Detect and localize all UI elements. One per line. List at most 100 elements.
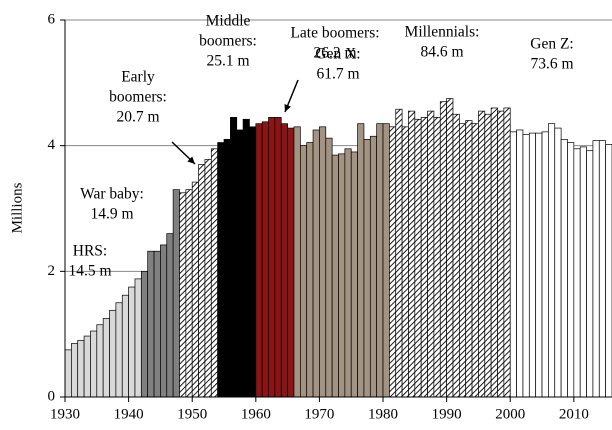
bar [567, 142, 575, 398]
bar [198, 164, 206, 398]
bar [90, 330, 98, 398]
x-tick-label: 1940 [114, 406, 144, 422]
bar [268, 117, 276, 398]
bar [389, 126, 397, 398]
generation-label: HRS: [73, 243, 107, 260]
bar [64, 349, 72, 398]
bar [560, 139, 568, 398]
bar [306, 142, 314, 398]
bar [325, 137, 333, 398]
bar [319, 126, 327, 398]
bar [503, 107, 511, 398]
x-tick-label: 1960 [241, 406, 271, 422]
bar [134, 278, 142, 398]
y-tick-label: 4 [48, 137, 56, 153]
bar [497, 110, 505, 398]
bar [121, 294, 129, 398]
generation-label: Gen X: [315, 46, 360, 63]
generation-label: 73.6 m [530, 56, 573, 73]
bar [401, 126, 409, 398]
x-tick-label: 1990 [432, 406, 462, 422]
generation-label: War baby: [80, 186, 144, 203]
bar [338, 153, 346, 398]
bar [579, 146, 587, 398]
bar [414, 118, 422, 398]
bar [109, 309, 117, 398]
bar [490, 107, 498, 398]
x-tick-label: 2010 [559, 406, 589, 422]
bar [191, 181, 199, 398]
bar [312, 129, 320, 398]
bar [522, 134, 530, 398]
y-tick-label: 6 [48, 11, 56, 27]
bar [363, 139, 371, 398]
bar [77, 340, 85, 398]
bar [102, 318, 110, 398]
bar [382, 123, 390, 398]
bar [140, 270, 149, 398]
bar [115, 302, 123, 398]
bar [166, 233, 174, 398]
bar [249, 126, 257, 398]
bar [261, 121, 269, 398]
generation-label: Millennials: [405, 24, 480, 41]
bar [509, 131, 517, 398]
bar [605, 144, 612, 398]
x-tick-label: 1950 [177, 406, 207, 422]
bar [446, 98, 454, 398]
bar [541, 131, 549, 398]
bar [408, 110, 416, 398]
bar [172, 189, 180, 398]
bar [458, 123, 467, 398]
bar [210, 148, 219, 398]
bar [217, 142, 225, 398]
generation-label: 14.5 m [68, 263, 111, 280]
generation-label: 20.7 m [116, 109, 159, 126]
bar [71, 343, 79, 398]
generation-label: 61.7 m [316, 66, 359, 83]
bar [293, 126, 301, 398]
x-tick-label: 1980 [368, 406, 398, 422]
bar [299, 145, 308, 398]
bar [598, 140, 606, 398]
bar [471, 123, 479, 398]
bar [236, 129, 244, 398]
bar [147, 250, 155, 398]
bar [350, 151, 358, 398]
bar [357, 123, 365, 398]
bar [433, 117, 441, 398]
bar [439, 101, 447, 398]
generation-label: 14.9 m [90, 206, 133, 223]
bar [586, 150, 594, 398]
bar [535, 132, 543, 398]
bar [255, 123, 263, 398]
generation-label: Late boomers: [290, 25, 379, 42]
arrow-head [187, 156, 195, 164]
bar [369, 135, 378, 398]
bar [128, 286, 136, 398]
bar [427, 110, 435, 398]
bar [452, 113, 460, 398]
generation-label: Early [121, 69, 155, 86]
y-tick-label: 2 [48, 263, 56, 279]
bar [153, 250, 161, 398]
bar [204, 159, 212, 398]
bar [331, 154, 339, 398]
arrow-head [284, 104, 291, 112]
generation-label: 26.2 m [313, 45, 356, 62]
bar [554, 127, 562, 398]
bar [230, 117, 238, 398]
bar [573, 148, 581, 398]
generation-label: Middle [206, 13, 251, 30]
x-tick-label: 1930 [50, 406, 80, 422]
x-tick-label: 1970 [304, 406, 334, 422]
bar [242, 118, 250, 398]
bar [185, 189, 193, 398]
bar [528, 132, 537, 398]
generation-label: Gen Z: [530, 36, 573, 53]
bar [395, 108, 403, 398]
y-axis-label: Millions [9, 182, 25, 233]
bar [280, 123, 288, 398]
generation-label: 25.1 m [206, 53, 249, 70]
